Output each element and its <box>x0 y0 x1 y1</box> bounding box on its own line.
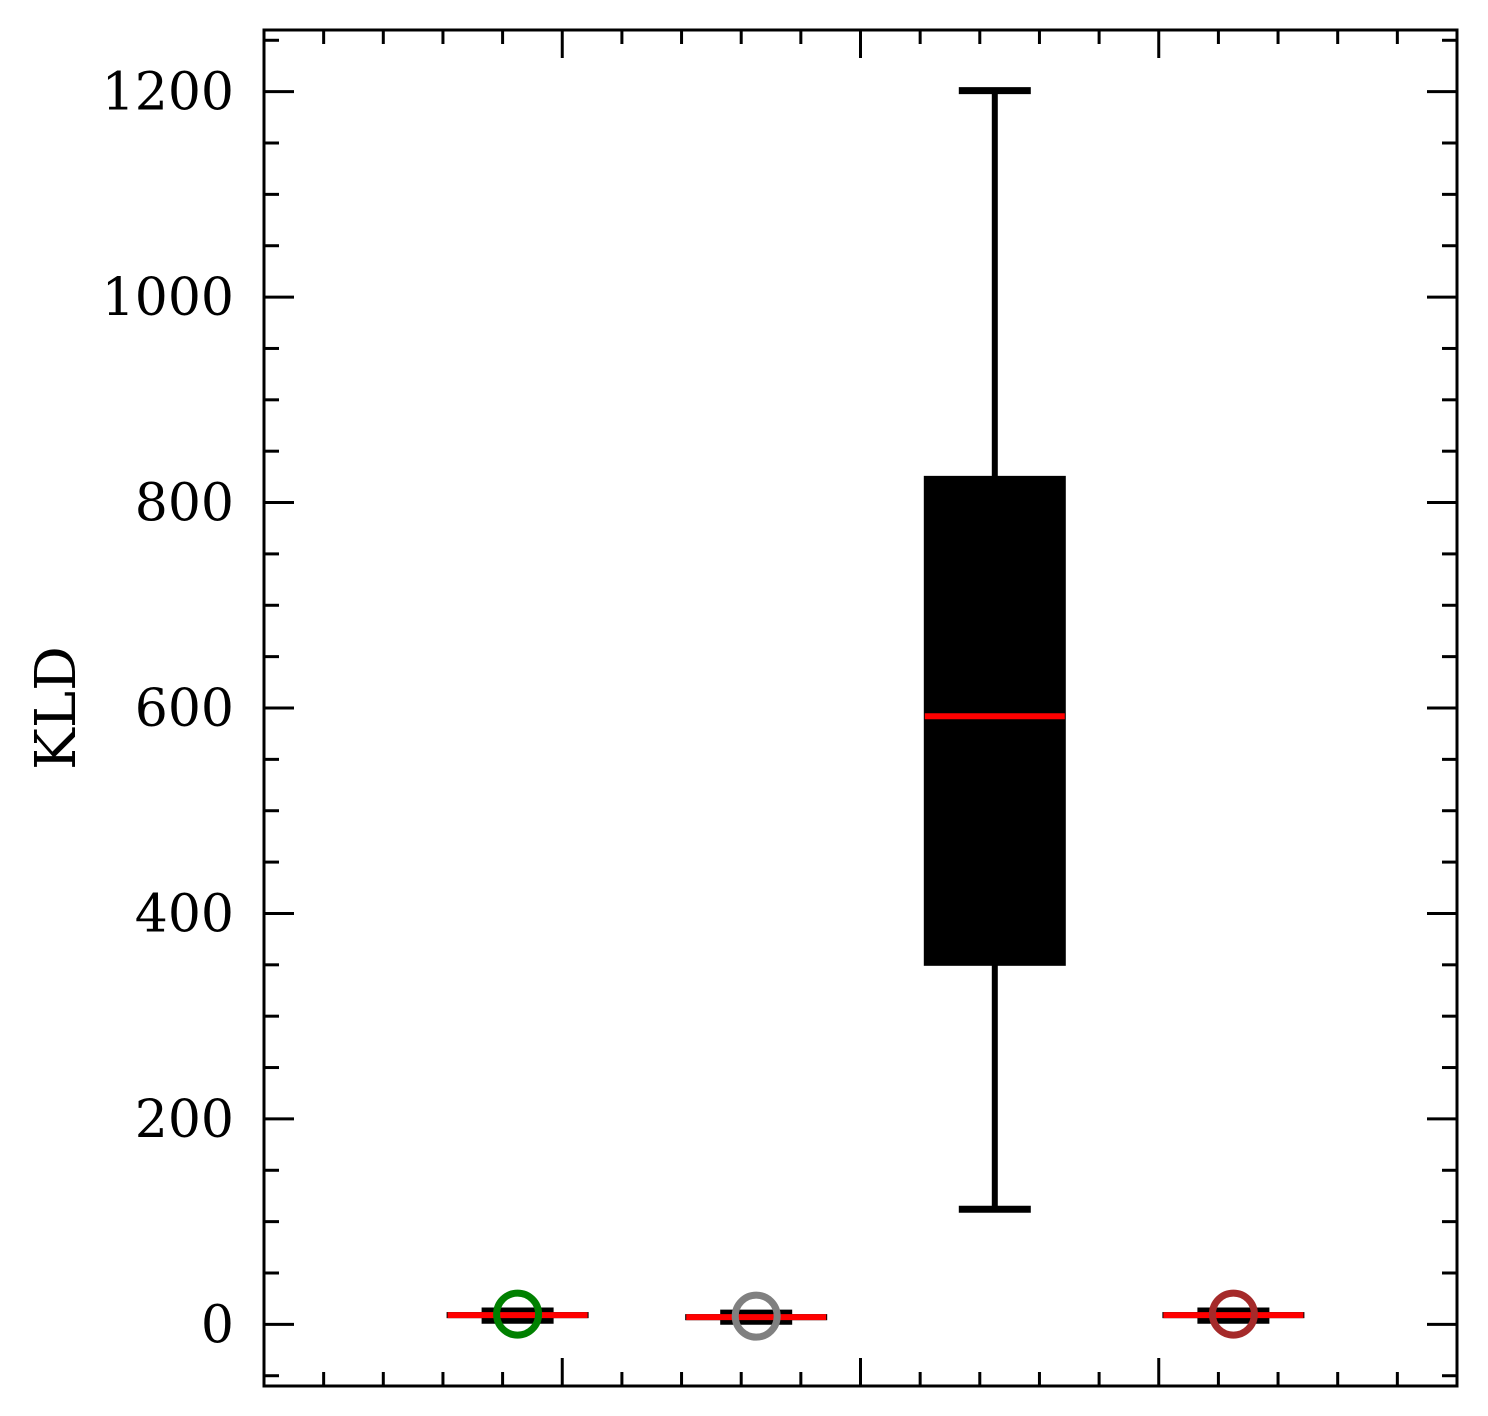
box-2 <box>685 1291 828 1341</box>
y-tick-label: 0 <box>201 1295 234 1355</box>
y-tick-label: 1200 <box>102 63 234 123</box>
box-3 <box>923 87 1066 1213</box>
y-axis-label: KLD <box>24 646 89 770</box>
flier-point <box>493 1289 543 1339</box>
y-tick-label: 800 <box>135 474 234 534</box>
y-tick-label: 400 <box>135 884 234 944</box>
y-tick-label: 600 <box>135 679 234 739</box>
box-series <box>446 87 1305 1341</box>
y-tick-label: 1000 <box>102 268 234 328</box>
flier-point <box>1208 1289 1258 1339</box>
box-4 <box>1162 1289 1305 1339</box>
x-axis-ticks <box>322 30 1399 1386</box>
y-axis-ticks: 0 200 400 600 800 1000 1200 <box>102 38 1457 1378</box>
flier-point <box>731 1291 781 1341</box>
box-body <box>923 475 1066 966</box>
y-tick-label: 200 <box>135 1090 234 1150</box>
plot-area <box>262 28 1459 1388</box>
plot-frame <box>262 28 1459 1388</box>
box-1 <box>446 1289 589 1339</box>
